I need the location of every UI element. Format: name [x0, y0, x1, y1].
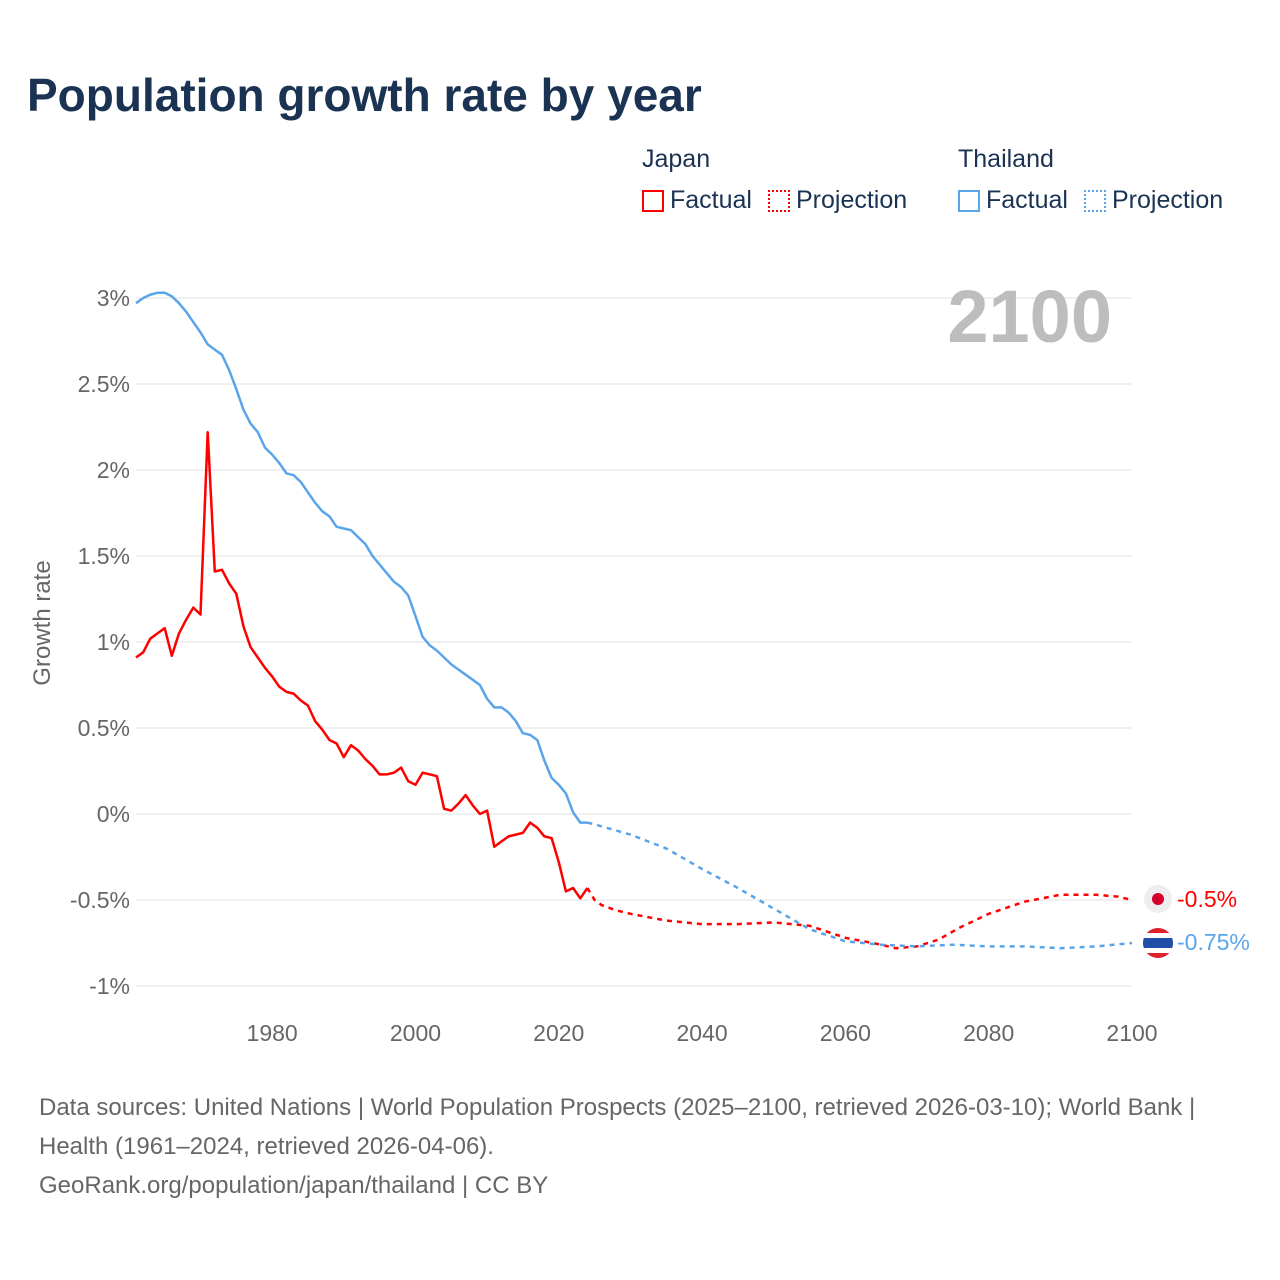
x-tick-label: 2000: [390, 1020, 441, 1046]
x-tick-label: 2100: [1106, 1020, 1157, 1046]
legend-label: Projection: [795, 186, 908, 214]
x-tick-label: 1980: [247, 1020, 298, 1046]
y-tick-label: -0.5%: [70, 887, 130, 913]
thailand-end-label: -0.75%: [1177, 929, 1250, 955]
series-line-japan-factual: [135, 430, 589, 900]
legend-label: Factual: [986, 186, 1068, 214]
legend-thailand: Thailand Factual Projection: [958, 145, 1223, 215]
japan-end-label: -0.5%: [1177, 886, 1237, 912]
x-tick-label: 2060: [820, 1020, 871, 1046]
legend-label: Factual: [670, 186, 752, 214]
footer: Data sources: United Nations | World Pop…: [39, 1088, 1239, 1205]
legend-japan-factual[interactable]: Factual: [642, 186, 752, 215]
swatch-dotted-icon: [1083, 189, 1106, 212]
y-tick-label: 0%: [97, 801, 130, 827]
legend-japan-projection[interactable]: Projection: [767, 186, 908, 215]
series-line-japan-projection: [586, 887, 1133, 950]
legend-thailand-factual[interactable]: Factual: [958, 186, 1068, 215]
series-line-thailand-projection: [587, 821, 1133, 950]
y-tick-label: 1%: [97, 629, 130, 655]
japan-flag-icon: [1144, 885, 1172, 913]
y-tick-label: -1%: [89, 973, 130, 999]
line-chart: 3% 2.5% 2% 1.5% 1% 0.5% 0% -0.5% -1% 1980 2000 2020…: [29, 275, 1250, 1046]
y-tick-label: 3%: [97, 285, 130, 311]
swatch-solid-icon: [958, 189, 980, 212]
legend-thailand-projection[interactable]: Projection: [1083, 186, 1224, 215]
swatch-solid-icon: [642, 189, 664, 212]
x-tick-label: 2040: [676, 1020, 727, 1046]
legend-japan: Japan Factual Projection: [642, 145, 907, 215]
legend-label: Projection: [1111, 186, 1224, 214]
series-line-thailand-factual: [135, 291, 588, 824]
credit-link[interactable]: GeoRank.org/population/japan/thailand | …: [39, 1172, 549, 1199]
swatch-dotted-icon: [767, 189, 790, 212]
y-tick-label: 0.5%: [78, 715, 130, 741]
x-tick-label: 2080: [963, 1020, 1014, 1046]
thailand-flag-icon: [1143, 928, 1173, 958]
legend-group-name: Japan: [642, 145, 711, 173]
y-tick-label: 2.5%: [78, 371, 130, 397]
chart-title: Population growth rate by year: [27, 69, 702, 121]
x-tick-label: 2020: [533, 1020, 584, 1046]
legend-group-name: Thailand: [958, 145, 1054, 173]
data-sources: Data sources: United Nations | World Pop…: [39, 1094, 1196, 1160]
year-indicator: 2100: [947, 275, 1112, 358]
y-tick-label: 2%: [97, 457, 130, 483]
y-axis-label: Growth rate: [29, 560, 56, 685]
y-tick-label: 1.5%: [78, 543, 130, 569]
